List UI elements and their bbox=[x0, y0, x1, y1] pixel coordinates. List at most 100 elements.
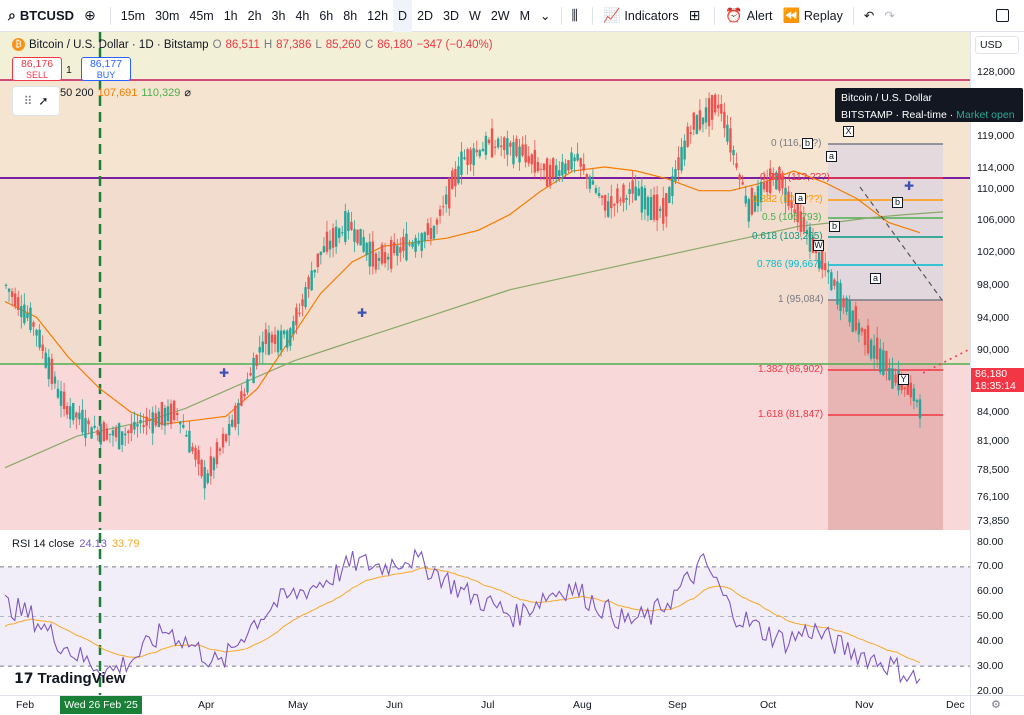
rsi-tick: 50.00 bbox=[977, 610, 1004, 622]
chart-type-button[interactable]: ⫼ bbox=[567, 0, 587, 32]
candle-body bbox=[417, 240, 420, 245]
candle-body bbox=[87, 420, 90, 425]
legend-title: Bitcoin / U.S. Dollar · 1D · Bitstamp bbox=[29, 38, 209, 51]
wave-label[interactable]: a bbox=[826, 151, 837, 162]
candle-body bbox=[17, 297, 20, 310]
compare-button[interactable]: ⊕ bbox=[79, 0, 105, 32]
candle-body bbox=[793, 209, 796, 214]
axis-settings-button[interactable]: ⚙ bbox=[970, 695, 1024, 715]
price-axis[interactable]: 128,000124,000119,000114,000110,000106,0… bbox=[970, 32, 1024, 697]
interval-15m[interactable]: 15m bbox=[120, 8, 146, 23]
undo-button[interactable]: ↶ bbox=[859, 0, 879, 32]
candle-body bbox=[243, 393, 246, 397]
interval-dropdown-button[interactable]: ⌄ bbox=[535, 0, 555, 32]
low-value: 85,260 bbox=[325, 38, 361, 51]
layout-templates-button[interactable]: ⊞ bbox=[684, 0, 710, 32]
candle-body bbox=[857, 322, 861, 335]
candle-body bbox=[622, 184, 625, 203]
interval-d[interactable]: D bbox=[393, 0, 413, 32]
candle-body bbox=[527, 156, 530, 164]
interval-m[interactable]: M bbox=[519, 8, 531, 23]
crosshair-date-label: Wed 26 Feb '25 bbox=[60, 696, 142, 714]
interval-3d[interactable]: 3D bbox=[443, 8, 460, 23]
fib-level-label: 0.618 (103,265) bbox=[752, 231, 823, 242]
candle-body bbox=[860, 328, 864, 332]
candle-body bbox=[408, 244, 411, 246]
candle-body bbox=[289, 328, 292, 346]
candle-body bbox=[610, 196, 613, 209]
wave-label[interactable]: Y bbox=[898, 374, 909, 385]
time-axis[interactable]: Feb Apr May Jun Jul Aug Sep Oct Nov Dec bbox=[0, 695, 970, 715]
symbol-label: BTCUSD bbox=[19, 8, 75, 23]
candle-body bbox=[423, 232, 426, 242]
candle-body bbox=[466, 149, 469, 165]
interval-w[interactable]: W bbox=[469, 8, 481, 23]
symbol-search-button[interactable]: ⌕ BTCUSD bbox=[0, 0, 79, 32]
candle-body bbox=[741, 182, 744, 185]
candle-body bbox=[402, 236, 405, 251]
tooltip-feed: Real-time bbox=[901, 109, 947, 121]
interval-3h[interactable]: 3h bbox=[271, 8, 286, 23]
candle-body bbox=[646, 197, 650, 216]
price-tick: 102,000 bbox=[977, 246, 1015, 258]
alert-button[interactable]: ⏰ Alert bbox=[720, 0, 777, 32]
price-chart-svg[interactable]: ✚ ✚ ✚ bbox=[0, 32, 970, 530]
price-tick: 84,000 bbox=[977, 406, 1010, 418]
candle-body bbox=[50, 358, 54, 384]
candle-body bbox=[833, 279, 836, 286]
interval-12h[interactable]: 12h bbox=[367, 8, 389, 23]
candle-body bbox=[567, 160, 570, 171]
wave-label[interactable]: a bbox=[870, 273, 881, 284]
indicators-button[interactable]: 📈 Indicators bbox=[598, 0, 684, 32]
interval-8h[interactable]: 8h bbox=[343, 8, 358, 23]
interval-6h[interactable]: 6h bbox=[319, 8, 334, 23]
replay-button[interactable]: ⏪ Replay bbox=[777, 0, 847, 32]
candle-body bbox=[389, 240, 393, 269]
interval-4h[interactable]: 4h bbox=[295, 8, 310, 23]
wave-label[interactable]: b bbox=[829, 221, 840, 232]
candle-body bbox=[270, 334, 274, 343]
candle-body bbox=[249, 373, 252, 376]
interval-2w[interactable]: 2W bbox=[490, 8, 510, 23]
currency-selector[interactable]: USD bbox=[975, 36, 1019, 54]
candle-body bbox=[487, 139, 491, 144]
candle-body bbox=[762, 182, 766, 190]
cursor-icon[interactable]: ➚ bbox=[38, 94, 49, 108]
interval-1h[interactable]: 1h bbox=[223, 8, 238, 23]
interval-30m[interactable]: 30m bbox=[155, 8, 180, 23]
candle-body bbox=[218, 448, 222, 451]
redo-button[interactable]: ↷ bbox=[879, 0, 899, 32]
order-quantity[interactable]: 1 bbox=[66, 64, 72, 76]
rsi-svg[interactable] bbox=[0, 533, 970, 695]
buy-button[interactable]: 86,177 BUY bbox=[81, 57, 131, 81]
drag-handle-icon[interactable]: ⠿ bbox=[23, 94, 33, 108]
candle-body bbox=[432, 225, 436, 239]
candle-body bbox=[802, 217, 806, 232]
candle-body bbox=[674, 168, 677, 182]
wave-label[interactable]: a bbox=[795, 193, 806, 204]
candle-body bbox=[484, 135, 488, 155]
candle-body bbox=[652, 194, 656, 220]
candle-body bbox=[166, 406, 170, 422]
sell-button[interactable]: 86,176 SELL bbox=[12, 57, 62, 81]
interval-45m[interactable]: 45m bbox=[189, 8, 214, 23]
wave-label[interactable]: b bbox=[892, 197, 903, 208]
fullscreen-button[interactable] bbox=[991, 0, 1014, 32]
wave-label[interactable]: X bbox=[843, 126, 854, 137]
candle-body bbox=[784, 187, 787, 203]
candle-body bbox=[582, 164, 585, 171]
wave-label[interactable]: W bbox=[813, 240, 824, 251]
candle-body bbox=[120, 431, 124, 445]
interval-2h[interactable]: 2h bbox=[247, 8, 262, 23]
main-chart[interactable]: ✚ ✚ ✚ bbox=[0, 32, 970, 530]
wave-label[interactable]: b bbox=[802, 138, 813, 149]
price-tick: 110,000 bbox=[977, 183, 1015, 195]
candle-body bbox=[478, 150, 482, 157]
interval-2d[interactable]: 2D bbox=[417, 8, 434, 23]
eye-off-icon[interactable]: ⌀ bbox=[184, 87, 191, 99]
rsi-pane[interactable] bbox=[0, 533, 970, 695]
candle-body bbox=[558, 170, 561, 176]
candle-body bbox=[105, 428, 109, 440]
sell-label: SELL bbox=[25, 70, 49, 80]
fib-level-label: 0.5 (105,793) bbox=[762, 212, 822, 223]
